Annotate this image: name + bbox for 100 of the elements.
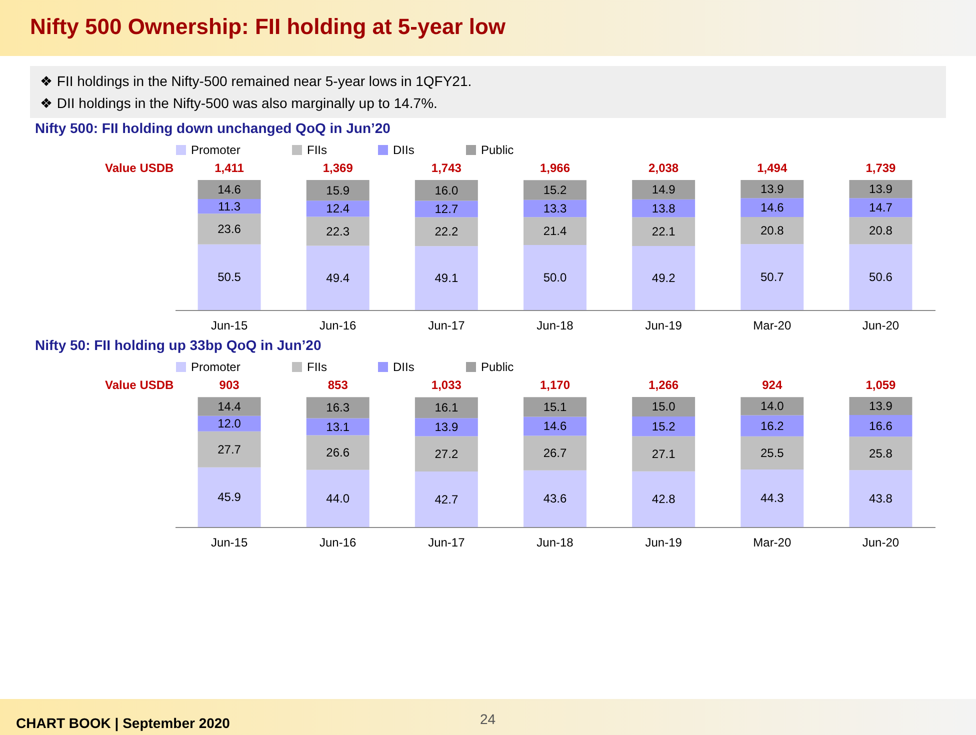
legend-label: DIIs: [393, 143, 414, 157]
text: Value USDB: [105, 161, 174, 175]
data-label: 14.4: [218, 399, 242, 414]
bar: [198, 180, 261, 199]
bar: [306, 470, 370, 527]
data-label: 14.0: [760, 399, 784, 414]
bar: [306, 180, 370, 201]
x-tick-label: Mar-20: [753, 536, 792, 550]
bar: [740, 469, 804, 527]
x-tick-label: Jun-18: [536, 318, 574, 332]
bar: [849, 180, 912, 198]
bar: [849, 198, 912, 218]
data-label: 14.6: [760, 200, 784, 215]
x-tick-label: Mar-20: [753, 318, 792, 332]
bar: [524, 397, 586, 417]
x-tick-label: Jun-17: [428, 318, 466, 332]
bar: [306, 418, 370, 436]
data-label: 50.7: [760, 270, 784, 284]
legend-label: Public: [481, 143, 514, 157]
text: 1,739: [866, 161, 896, 175]
data-label: 27.7: [218, 442, 242, 456]
data-label: 16.3: [326, 400, 350, 415]
text: 24: [480, 711, 496, 727]
data-label: 12.4: [326, 202, 350, 216]
text: 1,170: [540, 378, 570, 392]
bar: [198, 416, 261, 432]
text: 924: [762, 378, 782, 392]
bar: [306, 435, 370, 470]
x-tick-label: Jun-15: [210, 318, 248, 332]
bar: [524, 200, 586, 218]
bar: [524, 245, 586, 310]
text: 853: [328, 378, 348, 392]
text: 1,966: [540, 161, 570, 175]
data-label: 26.7: [543, 446, 567, 460]
bar: [414, 397, 478, 418]
legend-label: Public: [481, 360, 514, 374]
x-tick-label: Jun-19: [645, 536, 682, 550]
bar: [414, 418, 478, 436]
chart-title: Nifty 50: FII holding up 33bp QoQ in Jun’20: [35, 337, 322, 353]
legend-label: FIIs: [307, 360, 327, 374]
bar: [306, 397, 370, 418]
bar: [198, 431, 261, 468]
data-label: 43.8: [869, 492, 893, 506]
x-tick-label: Jun-19: [645, 318, 682, 332]
legend-label: FIIs: [307, 143, 327, 157]
data-label: 13.9: [760, 182, 784, 196]
text: CHART BOOK | September 2020: [16, 715, 230, 731]
data-label: 49.4: [326, 270, 350, 285]
bar: [524, 436, 586, 470]
data-label: 27.1: [652, 446, 676, 461]
data-label: 22.2: [434, 224, 458, 239]
bar: [740, 180, 804, 198]
data-label: 42.7: [434, 492, 458, 506]
text: 903: [219, 378, 240, 392]
data-label: 14.7: [869, 200, 893, 215]
bar: [306, 200, 370, 217]
data-label: 20.8: [760, 224, 784, 238]
legend-label: Promoter: [191, 360, 240, 374]
chart-title: Nifty 500: FII holding down unchanged QoQ in Jun’20: [35, 120, 391, 136]
data-label: 14.9: [652, 182, 676, 197]
data-label: 15.2: [652, 419, 676, 434]
data-label: 42.8: [652, 492, 676, 506]
data-label: 15.0: [652, 400, 676, 414]
bar: [524, 217, 586, 245]
data-label: 44.3: [760, 491, 784, 506]
bar: [849, 217, 912, 244]
bar: [198, 198, 261, 214]
text: 1,494: [757, 161, 788, 175]
data-label: 45.9: [218, 490, 242, 504]
data-label: 13.8: [652, 201, 676, 216]
bar: [740, 397, 804, 416]
bar: [740, 244, 804, 310]
bar: [740, 436, 804, 470]
data-label: 13.3: [543, 202, 567, 216]
x-tick-label: Jun-16: [320, 318, 357, 332]
bar: [632, 397, 696, 416]
text: Value USDB: [105, 378, 174, 392]
data-label: 14.6: [218, 182, 242, 196]
bar: [524, 416, 586, 436]
data-label: 15.1: [543, 400, 567, 414]
data-label: 13.9: [869, 182, 893, 196]
text: 1,266: [648, 378, 679, 392]
data-label: 13.1: [326, 420, 350, 434]
data-label: 16.1: [434, 400, 458, 415]
text: ❖ FII holdings in the Nifty-500 remained near 5-year lows in 1QFY21.: [40, 72, 473, 91]
text: 1,059: [866, 378, 896, 392]
data-label: 20.8: [869, 224, 893, 238]
bar: [414, 436, 478, 472]
text: 2,038: [648, 161, 679, 175]
bar: [414, 200, 478, 218]
text: 1,411: [214, 161, 244, 175]
bar: [632, 246, 696, 310]
bar: [198, 397, 261, 416]
data-label: 49.2: [652, 271, 676, 286]
bar: [740, 415, 804, 436]
data-label: 16.2: [760, 418, 784, 433]
data-label: 25.5: [760, 446, 784, 460]
bar: [306, 216, 370, 246]
data-label: 15.2: [543, 183, 567, 198]
bar: [740, 217, 804, 244]
